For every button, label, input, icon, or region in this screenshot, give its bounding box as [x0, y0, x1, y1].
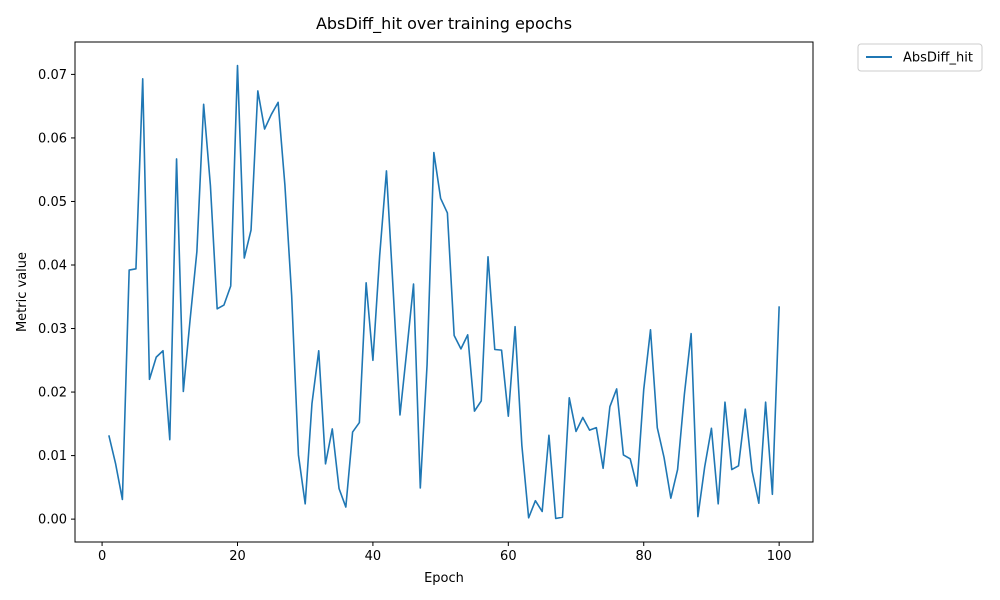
y-tick-label: 0.02: [38, 386, 67, 401]
axes-frame: [74, 41, 814, 543]
x-tick-label: 0: [98, 549, 106, 564]
y-tick-label: 0.06: [38, 131, 67, 146]
y-tick-label: 0.03: [38, 322, 67, 337]
plot-area: [74, 41, 814, 543]
y-tick-label: 0.04: [38, 258, 67, 273]
y-axis-label: Metric value: [15, 252, 30, 332]
x-axis: 0 20 40 60 80 100: [98, 542, 792, 564]
y-tick-label: 0.05: [38, 195, 67, 210]
y-axis: 0.00 0.01 0.02 0.03 0.04 0.05 0.06 0.07: [38, 68, 75, 528]
y-tick-label: 0.07: [38, 68, 67, 83]
legend-box: [857, 43, 983, 72]
x-tick-label: 80: [635, 549, 652, 564]
chart-title: AbsDiff_hit over training epochs: [316, 14, 572, 34]
x-tick-label: 100: [767, 549, 792, 564]
x-axis-label: Epoch: [424, 571, 464, 586]
legend: AbsDiff_hit: [857, 43, 983, 72]
x-tick-label: 20: [229, 549, 246, 564]
x-tick-label: 40: [365, 549, 382, 564]
y-tick-label: 0.00: [38, 513, 67, 528]
legend-label: AbsDiff_hit: [903, 51, 973, 66]
series-line-absdiff-hit: [108, 64, 780, 520]
x-tick-label: 60: [500, 549, 517, 564]
y-tick-label: 0.01: [38, 449, 67, 464]
